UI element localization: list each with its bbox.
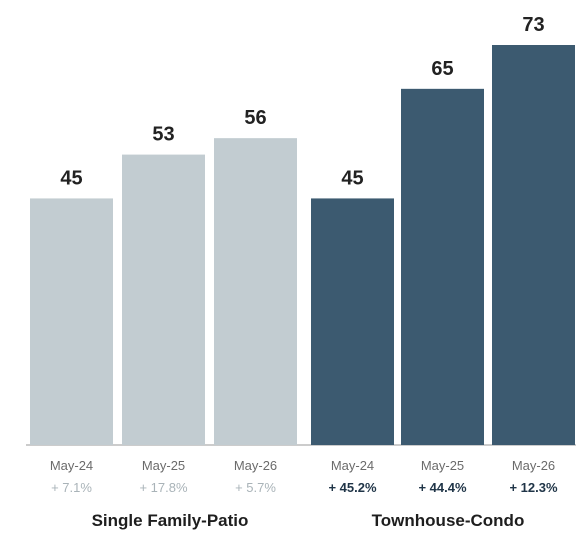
- bar-value-label: 53: [152, 124, 174, 146]
- bar-value-label: 45: [341, 167, 363, 189]
- x-tick-label: May-26: [234, 458, 277, 473]
- change-label: + 7.1%: [51, 480, 92, 495]
- x-tick-label: May-24: [50, 458, 93, 473]
- change-label: + 44.4%: [418, 480, 467, 495]
- bar-single-family-may-25: [122, 154, 205, 445]
- change-label: + 5.7%: [235, 480, 276, 495]
- labels-layer: 45 May-24 + 7.1% 53 May-25 + 17.8% 56 May-26 + 5…: [50, 14, 558, 530]
- bar-value-label: 56: [244, 107, 266, 129]
- bar-townhouse-may-24: [311, 198, 394, 445]
- bars-layer: [30, 45, 575, 445]
- bar-single-family-may-26: [214, 138, 297, 445]
- bar-single-family-may-24: [30, 198, 113, 445]
- x-tick-label: May-24: [331, 458, 374, 473]
- x-tick-label: May-25: [142, 458, 185, 473]
- bar-value-label: 65: [431, 58, 453, 80]
- change-label: + 17.8%: [139, 480, 188, 495]
- bar-townhouse-may-25: [401, 88, 484, 445]
- bar-townhouse-may-26: [492, 45, 575, 445]
- x-tick-label: May-25: [421, 458, 464, 473]
- change-label: + 12.3%: [509, 480, 558, 495]
- group-label: Single Family-Patio: [92, 511, 249, 530]
- group-label: Townhouse-Condo: [372, 511, 525, 530]
- x-tick-label: May-26: [512, 458, 555, 473]
- change-label: + 45.2%: [328, 480, 377, 495]
- bar-value-label: 45: [60, 167, 82, 189]
- bar-value-label: 73: [522, 14, 544, 36]
